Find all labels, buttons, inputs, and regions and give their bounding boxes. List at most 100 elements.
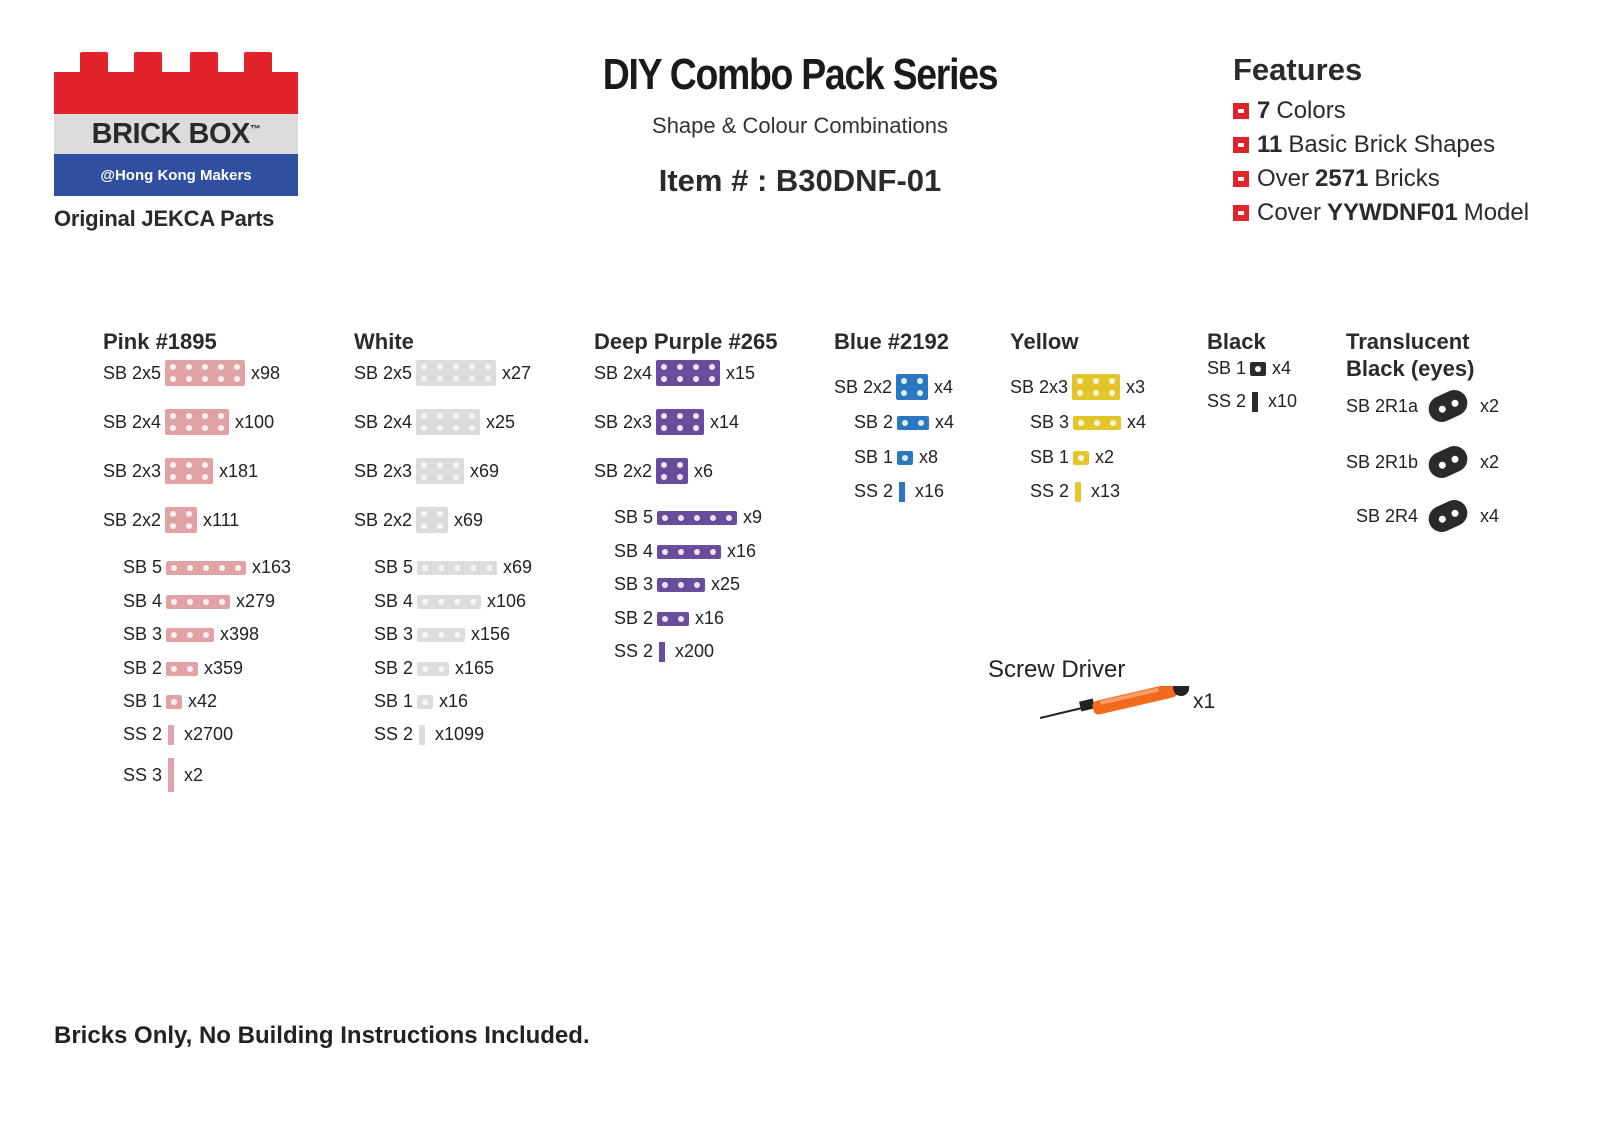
logo-brand: BRICK BOX™ bbox=[91, 117, 261, 150]
part-label: SB 3 bbox=[1030, 412, 1070, 432]
part-quantity: x27 bbox=[502, 362, 532, 383]
part-quantity: x1099 bbox=[435, 724, 485, 744]
stud-hole bbox=[486, 564, 493, 571]
stud-hole bbox=[693, 425, 700, 431]
stud-hole bbox=[186, 462, 193, 468]
feature-text: Model bbox=[1463, 199, 1530, 226]
part-label: SB 1 bbox=[1030, 447, 1070, 467]
part-quantity: x163 bbox=[252, 557, 292, 577]
stud-hole bbox=[170, 376, 177, 382]
brick-icon bbox=[896, 374, 929, 400]
stud-hole bbox=[902, 454, 909, 461]
stud-hole bbox=[662, 581, 669, 588]
part-label: SB 2x4 bbox=[103, 411, 162, 432]
brick-icon bbox=[657, 544, 722, 559]
stud-hole bbox=[901, 378, 908, 384]
brick-icon bbox=[417, 661, 450, 676]
stud-hole bbox=[469, 425, 476, 431]
part-quantity: x16 bbox=[695, 608, 725, 628]
feature-prefix: Cover bbox=[1257, 199, 1322, 226]
feature-value: YYWDNF01 bbox=[1327, 199, 1458, 226]
stud-hole bbox=[662, 548, 669, 555]
screw-icon bbox=[170, 758, 175, 792]
stud-hole bbox=[202, 413, 209, 419]
stud-hole bbox=[693, 413, 700, 419]
eye-hole bbox=[1437, 404, 1447, 414]
stud-hole bbox=[453, 474, 460, 480]
brick-icon bbox=[165, 360, 246, 386]
feature-text: Bricks bbox=[1374, 165, 1440, 192]
screwdriver-qty: x1 bbox=[1193, 690, 1216, 713]
stud-hole bbox=[187, 665, 194, 672]
stud-hole bbox=[485, 364, 492, 370]
stud-hole bbox=[485, 376, 492, 382]
stud-hole bbox=[453, 364, 460, 370]
part-row: SB 2x2 x69 bbox=[354, 507, 483, 533]
feature-value: 7 bbox=[1257, 97, 1271, 124]
part-row: SB 2x2 x6 bbox=[594, 458, 713, 484]
part-label: SB 2R4 bbox=[1356, 505, 1419, 526]
part-row: SB 4 x279 bbox=[123, 591, 275, 612]
screw-icon bbox=[1077, 481, 1082, 502]
brick-icon bbox=[165, 409, 230, 435]
stud-hole bbox=[454, 598, 461, 605]
screw-icon bbox=[661, 641, 666, 662]
stud-hole bbox=[186, 523, 193, 529]
stud-hole bbox=[437, 364, 444, 370]
part-row: SB 2 x359 bbox=[123, 658, 243, 679]
part-label: SB 4 bbox=[614, 541, 654, 561]
stud-hole bbox=[235, 564, 242, 571]
stud-hole bbox=[422, 665, 429, 672]
stud-hole bbox=[186, 511, 193, 517]
part-label: SB 1 bbox=[374, 691, 414, 711]
part-row: SS 2 x16 bbox=[854, 481, 944, 502]
part-row: SB 2R1a x2 bbox=[1346, 385, 1499, 427]
parts-column: Yellow bbox=[1010, 328, 1210, 355]
stud-hole bbox=[170, 523, 177, 529]
stud-hole bbox=[187, 631, 194, 638]
stud-hole bbox=[422, 631, 429, 638]
part-row: SB 1 x16 bbox=[374, 691, 468, 712]
stud-hole bbox=[710, 548, 717, 555]
stud-hole bbox=[901, 390, 908, 396]
part-quantity: x69 bbox=[454, 509, 484, 530]
part-label: SB 5 bbox=[614, 507, 654, 527]
part-row: SB 3 x4 bbox=[1030, 412, 1146, 433]
stud-hole bbox=[1078, 454, 1085, 461]
part-quantity: x4 bbox=[934, 376, 954, 397]
part-quantity: x4 bbox=[935, 412, 955, 432]
part-label: SB 3 bbox=[374, 624, 414, 644]
eye-hole bbox=[1437, 460, 1447, 470]
eye-brick-icon bbox=[1424, 385, 1472, 427]
brick-icon bbox=[1072, 374, 1121, 400]
brick-icon bbox=[1073, 415, 1122, 430]
part-quantity: x9 bbox=[743, 507, 763, 527]
part-row: SB 2x4 x100 bbox=[103, 409, 274, 435]
column-title: Blue #2192 bbox=[834, 329, 949, 354]
stud-hole bbox=[709, 376, 716, 382]
brick-icon bbox=[166, 694, 183, 709]
part-label: SB 5 bbox=[123, 557, 163, 577]
stud-hole bbox=[171, 665, 178, 672]
stud-hole bbox=[170, 364, 177, 370]
part-row: SB 5 x69 bbox=[374, 557, 532, 578]
part-row: SB 2x5 x27 bbox=[354, 360, 531, 386]
brick-icon bbox=[166, 661, 199, 676]
part-quantity: x165 bbox=[455, 658, 495, 678]
part-quantity: x98 bbox=[251, 362, 281, 383]
part-row: SB 4 x106 bbox=[374, 591, 526, 612]
part-quantity: x4 bbox=[1272, 358, 1292, 378]
stud-hole bbox=[438, 631, 445, 638]
part-quantity: x16 bbox=[727, 541, 757, 561]
stud-hole bbox=[437, 376, 444, 382]
part-row: SB 5 x163 bbox=[123, 557, 291, 578]
part-label: SB 3 bbox=[123, 624, 163, 644]
stud-hole bbox=[421, 511, 428, 517]
eye-hole bbox=[1437, 514, 1447, 524]
stud-hole bbox=[202, 462, 209, 468]
part-row: SB 1 x42 bbox=[123, 691, 217, 712]
feature-item: Cover YYWDNF01 Model bbox=[1233, 196, 1529, 230]
stud-hole bbox=[421, 462, 428, 468]
part-quantity: x2700 bbox=[184, 724, 234, 744]
logo-stud bbox=[244, 52, 272, 72]
